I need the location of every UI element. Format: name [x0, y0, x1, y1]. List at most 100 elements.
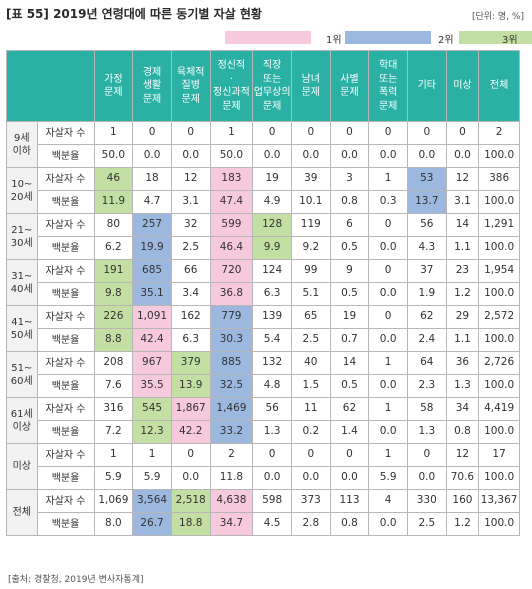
value-cell: 0 — [445, 121, 480, 145]
value-cell: 6 — [329, 213, 370, 237]
value-cell: 6.2 — [93, 236, 134, 260]
value-cell: 39 — [290, 167, 331, 191]
value-cell: 5.1 — [290, 282, 331, 306]
value-cell: 2.5 — [406, 512, 447, 536]
value-cell: 162 — [170, 305, 211, 329]
value-cell: 0 — [290, 443, 331, 467]
value-cell: 13,367 — [478, 489, 520, 513]
value-cell: 0.5 — [329, 236, 370, 260]
legend-swatch-rank2 — [345, 31, 431, 44]
value-cell: 0.0 — [368, 282, 408, 306]
table-row: 백분율 6.2 19.9 2.5 46.4 9.9 9.2 0.5 0.0 4.3 1.1 100.0 — [7, 236, 520, 260]
value-cell: 1,069 — [93, 489, 134, 513]
value-cell: 0.3 — [368, 190, 408, 214]
age-group-label: 21~ 30세 — [6, 213, 38, 260]
row-label: 자살자 수 — [36, 305, 95, 329]
value-cell: 3.1 — [170, 190, 211, 214]
value-cell: 1.1 — [445, 236, 480, 260]
value-cell: 19 — [329, 305, 370, 329]
value-cell: 1 — [93, 443, 134, 467]
value-cell: 1 — [368, 351, 408, 375]
value-cell: 36 — [445, 351, 480, 375]
value-cell: 0.2 — [290, 420, 331, 444]
value-cell: 226 — [93, 305, 134, 329]
value-cell: 139 — [252, 305, 292, 329]
value-cell: 42.2 — [170, 420, 211, 444]
value-cell: 32.5 — [209, 374, 254, 398]
column-header: 정신적 · 정신과적 문제 — [209, 50, 254, 122]
value-cell: 100.0 — [478, 466, 520, 490]
value-cell: 4.5 — [252, 512, 292, 536]
value-cell: 0.0 — [290, 144, 331, 168]
table-row: 백분율 9.8 35.1 3.4 36.8 6.3 5.1 0.5 0.0 1.9 1.2 100.0 — [7, 282, 520, 306]
column-header: 가정 문제 — [93, 50, 134, 122]
value-cell: 46.4 — [209, 236, 254, 260]
value-cell: 124 — [252, 259, 292, 283]
value-cell: 0.0 — [329, 466, 370, 490]
row-label: 백분율 — [36, 144, 95, 168]
value-cell: 1,954 — [478, 259, 520, 283]
value-cell: 0.0 — [329, 144, 370, 168]
column-header: 학대 또는 폭력 문제 — [368, 50, 408, 122]
value-cell: 0 — [368, 305, 408, 329]
value-cell: 2,726 — [478, 351, 520, 375]
value-cell: 0.8 — [329, 512, 370, 536]
value-cell: 6.3 — [252, 282, 292, 306]
value-cell: 2.3 — [406, 374, 447, 398]
value-cell: 545 — [132, 397, 172, 421]
unit-label: [단위: 명, %] — [471, 12, 524, 22]
value-cell: 0 — [170, 443, 211, 467]
table-row: 21~ 30세 자살자 수 80 257 32 599 128 119 6 0 56 14 1,291 — [6, 213, 520, 260]
row-label: 자살자 수 — [36, 213, 95, 237]
value-cell: 40 — [290, 351, 331, 375]
value-cell: 0.0 — [368, 420, 408, 444]
value-cell: 160 — [445, 489, 480, 513]
age-group-label: 31~ 40세 — [6, 259, 38, 306]
value-cell: 9.2 — [290, 236, 331, 260]
value-cell: 0 — [252, 121, 292, 145]
value-cell: 0.0 — [368, 144, 408, 168]
value-cell: 11 — [290, 397, 331, 421]
value-cell: 0.8 — [445, 420, 480, 444]
value-cell: 4.9 — [252, 190, 292, 214]
age-group-label: 61세 이상 — [6, 397, 38, 444]
value-cell: 62 — [329, 397, 370, 421]
value-cell: 46 — [93, 167, 134, 191]
value-cell: 26.7 — [132, 512, 172, 536]
value-cell: 0 — [406, 121, 447, 145]
value-cell: 33.2 — [209, 420, 254, 444]
value-cell: 316 — [93, 397, 134, 421]
legend-swatch-rank3 — [459, 31, 532, 44]
table-row: 백분율 5.9 5.9 0.0 11.8 0.0 0.0 0.0 5.9 0.0 70.6 100.0 — [7, 466, 520, 490]
value-cell: 2.5 — [290, 328, 331, 352]
table-row: 10~ 20세 자살자 수 46 18 12 183 19 39 3 1 53 12 386 — [6, 167, 520, 214]
value-cell: 100.0 — [478, 374, 520, 398]
value-cell: 132 — [252, 351, 292, 375]
value-cell: 1,291 — [478, 213, 520, 237]
value-cell: 0.0 — [406, 144, 447, 168]
value-cell: 8.8 — [93, 328, 134, 352]
value-cell: 7.2 — [93, 420, 134, 444]
value-cell: 0.5 — [329, 374, 370, 398]
table-row: 51~ 60세 자살자 수 208 967 379 885 132 40 14 1 64 36 2,72… — [6, 351, 520, 398]
value-cell: 379 — [170, 351, 211, 375]
value-cell: 1 — [132, 443, 172, 467]
value-cell: 0.0 — [368, 374, 408, 398]
row-label: 백분율 — [36, 190, 95, 214]
value-cell: 2 — [478, 121, 520, 145]
table-row: 미상 자살자 수 1 1 0 2 0 0 0 1 0 12 17 — [6, 443, 520, 490]
value-cell: 19.9 — [132, 236, 172, 260]
table-row: 백분율 50.0 0.0 0.0 50.0 0.0 0.0 0.0 0.0 0.0 0.0 100.0 — [7, 144, 520, 168]
table-title: [표 55] 2019년 연령대에 따른 동기별 자살 현황 — [6, 7, 262, 21]
column-header: 남녀 문제 — [290, 50, 331, 122]
value-cell: 0.0 — [368, 236, 408, 260]
legend-label-rank1: 1위 — [326, 35, 342, 46]
age-group-label: 10~ 20세 — [6, 167, 38, 214]
value-cell: 4 — [368, 489, 408, 513]
value-cell: 58 — [406, 397, 447, 421]
value-cell: 34.7 — [209, 512, 254, 536]
source-note: [출처: 경찰청, 2019년 변사자통계] — [8, 575, 144, 585]
row-label: 백분율 — [36, 328, 95, 352]
value-cell: 17 — [478, 443, 520, 467]
age-group-label: 전체 — [6, 489, 38, 536]
